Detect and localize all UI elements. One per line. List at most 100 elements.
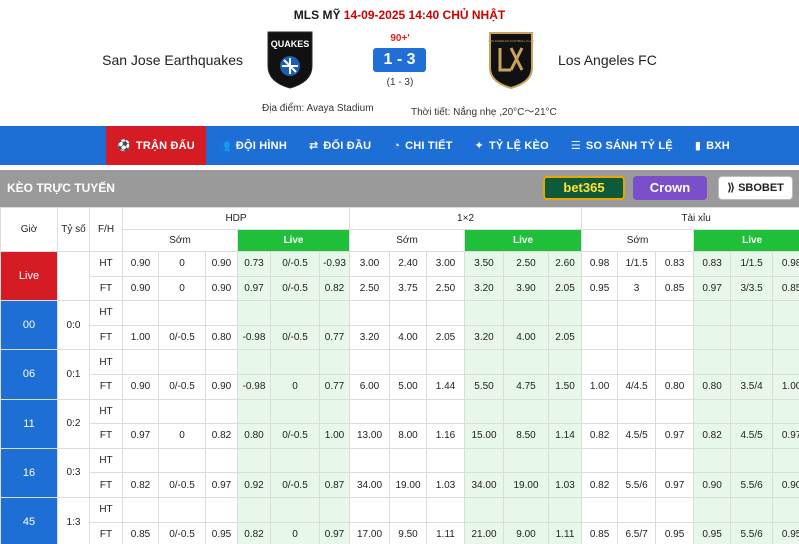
odds-cell: 0.82 <box>581 472 619 498</box>
odds-cell <box>158 496 206 523</box>
odds-cell: 0.82 <box>581 423 619 449</box>
odds-cell <box>464 447 504 474</box>
odds-cell: 0 <box>158 251 206 277</box>
odds-cell: 3/3.5 <box>730 275 774 302</box>
odds-cell <box>730 447 774 474</box>
sbobet-logo-icon: ⟫ <box>727 182 739 194</box>
odds-cell <box>389 300 427 326</box>
soccer-ball-icon: ⚽ <box>117 140 131 152</box>
odds-cell: 0.90 <box>205 373 238 400</box>
home-team-logo[interactable]: QUAKES <box>264 30 316 90</box>
col-early: Sớm <box>122 229 238 252</box>
odds-cell <box>547 496 583 523</box>
odds-cell <box>464 349 504 375</box>
odds-cell: 0/-0.5 <box>158 373 206 400</box>
half-cell: HT <box>89 300 123 326</box>
odds-cell <box>547 447 583 474</box>
half-cell: HT <box>89 349 123 375</box>
odds-cell <box>270 447 320 474</box>
odds-cell: 0/-0.5 <box>270 251 320 277</box>
half-cell: FT <box>89 521 123 544</box>
odds-cell <box>389 398 427 425</box>
odds-cell <box>389 349 427 375</box>
tab-standings[interactable]: ▮ BXH <box>684 126 741 165</box>
odds-row: FT 0.97 0 0.82 0.80 0/-0.5 1.00 13.00 8.00 1.16 15… <box>1 423 799 449</box>
tab-details[interactable]: ◔ CHI TIẾT <box>382 126 463 165</box>
odds-cell: 0.90 <box>122 275 159 302</box>
odds-cell <box>158 300 206 326</box>
odds-cell <box>655 447 695 474</box>
odds-cell <box>205 496 238 523</box>
score-cell: 0:0 <box>57 300 90 351</box>
col-half: F/H <box>89 207 123 252</box>
odds-cell: 0.80 <box>655 373 695 400</box>
odds-cell: 0.97 <box>655 423 695 449</box>
odds-cell <box>655 324 695 351</box>
tab-odds[interactable]: ✦ TỶ LỆ KÈO <box>464 126 560 165</box>
odds-cell <box>617 447 657 474</box>
odds-cell <box>349 496 390 523</box>
odds-cell: 2.50 <box>426 275 465 302</box>
odds-cell <box>581 496 619 523</box>
tab-match[interactable]: ⚽ TRẬN ĐẤU <box>106 126 206 165</box>
odds-cell: 1.16 <box>426 423 465 449</box>
odds-cell: 0.95 <box>693 521 732 544</box>
weather-info: Thời tiết: Nắng nhẹ ,20°C～21°C <box>411 107 557 118</box>
tab-odds-compare[interactable]: ☰ SO SÁNH TỶ LỆ <box>560 126 684 165</box>
odds-cell <box>581 447 619 474</box>
score-cell: 1:3 <box>57 496 90 544</box>
bookmaker-crown-button[interactable]: Crown <box>633 176 707 200</box>
col-early: Sớm <box>581 229 695 252</box>
odds-cell: 1.11 <box>547 521 583 544</box>
odds-cell: 4.00 <box>389 324 427 351</box>
odds-cell <box>655 398 695 425</box>
odds-cell: 0.80 <box>693 373 732 400</box>
odds-cell: 5.5/6 <box>617 472 657 498</box>
odds-cell <box>772 349 799 375</box>
odds-row: 45 1:3 HT <box>0 496 799 544</box>
odds-cell <box>772 447 799 474</box>
odds-cell <box>772 324 799 351</box>
away-logo-text: LOS ANGELES FOOTBALL CLUB <box>488 39 534 43</box>
odds-cell: 1.00 <box>319 423 350 449</box>
odds-cell: 0.90 <box>205 275 238 302</box>
odds-cell <box>270 398 320 425</box>
odds-cell <box>122 349 159 375</box>
odds-cell: 6.00 <box>349 373 390 400</box>
odds-cell <box>617 496 657 523</box>
tab-lineup[interactable]: 👥 ĐỘI HÌNH <box>206 126 298 165</box>
odds-cell: 0.90 <box>693 472 732 498</box>
home-team-name[interactable]: San Jose Earthquakes <box>102 52 243 68</box>
minute-cell: 00 <box>0 300 58 351</box>
odds-cell: 2.05 <box>547 324 583 351</box>
col-group-over-under: Tài xỉu <box>581 207 799 230</box>
odds-cell: 3.20 <box>464 275 504 302</box>
bookmaker-bet365-button[interactable]: bet365 <box>543 176 625 200</box>
odds-cell: 0.97 <box>237 275 271 302</box>
odds-cell: 0.80 <box>205 324 238 351</box>
odds-cell: 9.00 <box>503 521 549 544</box>
bookmaker-sbobet-button[interactable]: ⟫ SBOBET <box>718 176 793 200</box>
odds-cell <box>237 300 271 326</box>
odds-row: 06 0:1 HT <box>0 349 799 400</box>
tab-head-to-head[interactable]: ⇄ ĐỐI ĐẦU <box>298 126 382 165</box>
odds-cell: 0.82 <box>237 521 271 544</box>
away-team-logo[interactable]: LOS ANGELES FOOTBALL CLUB <box>485 30 537 90</box>
odds-cell: 13.00 <box>349 423 390 449</box>
odds-cell: 0.77 <box>319 324 350 351</box>
odds-cell: 34.00 <box>349 472 390 498</box>
odds-cell <box>547 300 583 326</box>
odds-cell: 0.82 <box>693 423 732 449</box>
odds-cell <box>158 398 206 425</box>
odds-cell <box>389 447 427 474</box>
odds-cell: 0/-0.5 <box>270 275 320 302</box>
odds-table-body: Live HT 0.90 0 0.90 0.73 0/-0.5 -0.93 3.00 2.40 3.… <box>0 250 799 544</box>
away-team-name[interactable]: Los Angeles FC <box>558 52 657 68</box>
odds-cell <box>426 398 465 425</box>
odds-cell <box>319 300 350 326</box>
odds-cell <box>426 349 465 375</box>
odds-cell: 0/-0.5 <box>158 324 206 351</box>
odds-cell: 0.90 <box>205 251 238 277</box>
tab-label: TRẬN ĐẤU <box>135 139 195 152</box>
minute-cell: 45 <box>0 496 58 544</box>
